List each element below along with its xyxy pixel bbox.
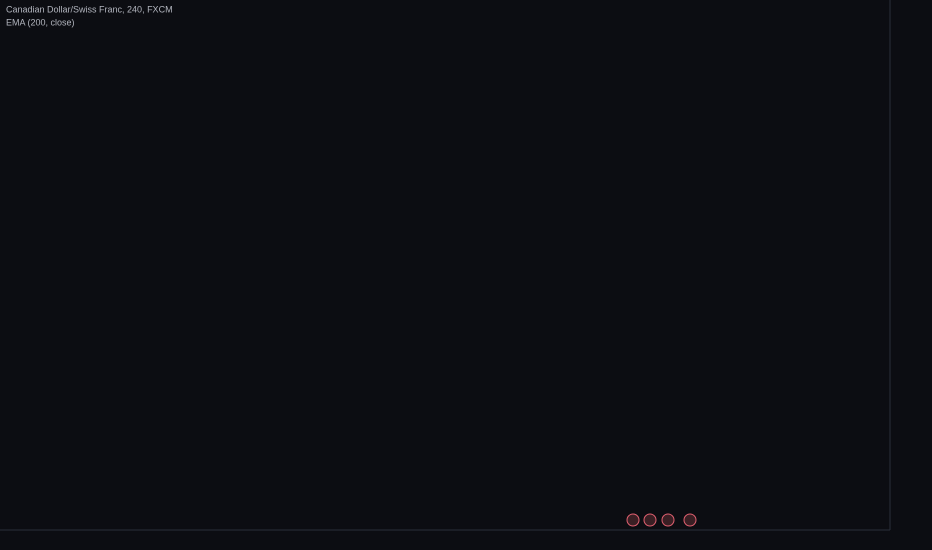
event-icon[interactable] [626,513,640,527]
chart-title: Canadian Dollar/Swiss Franc, 240, FXCM [6,4,173,14]
event-icons[interactable] [626,513,697,527]
event-icon[interactable] [661,513,675,527]
event-icon[interactable] [643,513,657,527]
indicator-label: EMA (200, close) [6,17,75,27]
event-icon[interactable] [683,513,697,527]
